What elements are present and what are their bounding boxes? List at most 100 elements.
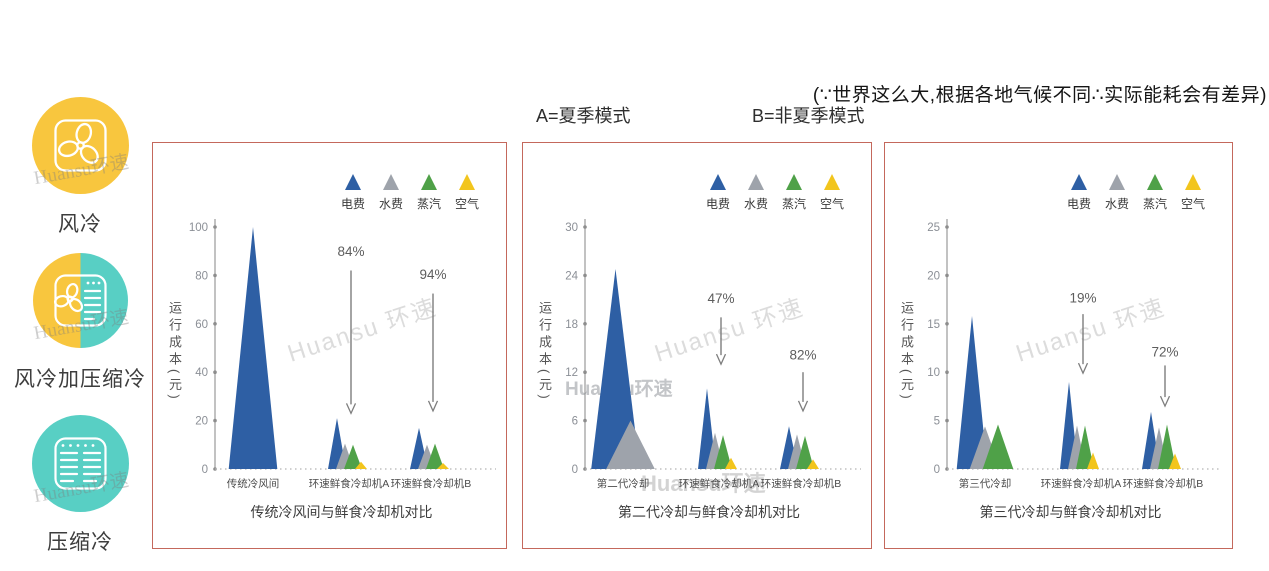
legend-triangle-电费	[1071, 174, 1087, 190]
cost-triangle-空气	[807, 459, 819, 469]
annotation-arrow-head	[345, 403, 357, 415]
y-tick-label: 6	[572, 416, 578, 428]
category-label: 环速鲜食冷却机B	[391, 477, 472, 490]
y-tick-dot	[583, 370, 587, 374]
y-tick-label: 15	[927, 319, 940, 331]
sidebar-label-air-cooling: 风冷	[58, 213, 102, 236]
legend-label: 水费	[744, 197, 768, 211]
percent-label: 94%	[419, 267, 446, 282]
y-tick-label: 12	[565, 367, 578, 379]
y-tick-label: 80	[195, 270, 208, 282]
y-tick-label: 24	[565, 270, 578, 282]
y-axis-title: 运行成本(元)	[167, 301, 182, 403]
cost-triangle-蒸汽	[344, 444, 362, 469]
legend-triangle-空气	[1185, 174, 1201, 190]
y-tick-label: 20	[195, 416, 208, 428]
cost-triangle-蒸汽	[426, 443, 444, 469]
percent-label: 47%	[707, 291, 734, 306]
chart-title: 传统冷风间与鲜食冷却机对比	[251, 504, 433, 520]
cost-triangle-空气	[725, 457, 737, 469]
y-tick-dot	[583, 322, 587, 326]
y-tick-dot	[213, 225, 217, 229]
percent-label: 82%	[789, 347, 816, 362]
cost-triangle-水费	[606, 420, 655, 469]
brand-watermark-diagonal: Huansu 环速	[284, 294, 440, 368]
legend-label: 空气	[820, 196, 844, 211]
mode-label-non-summer: B=非夏季模式	[752, 106, 865, 126]
y-axis-title: 运行成本(元)	[537, 301, 552, 403]
y-tick-label: 100	[189, 222, 208, 234]
y-tick-label: 30	[565, 222, 578, 234]
y-tick-dot	[583, 418, 587, 423]
y-tick-label: 0	[202, 464, 208, 476]
percent-label: 84%	[337, 244, 364, 259]
legend-label: 水费	[1105, 197, 1129, 211]
percent-label: 19%	[1069, 291, 1096, 306]
y-tick-dot	[213, 418, 217, 423]
y-tick-dot	[945, 225, 949, 229]
y-tick-dot	[945, 273, 949, 278]
legend-label: 空气	[1181, 196, 1205, 211]
chart-title: 第二代冷却与鲜食冷却机对比	[618, 504, 800, 520]
y-tick-dot	[583, 225, 587, 229]
category-label: 环速鲜食冷却机A	[679, 477, 760, 490]
y-tick-label: 40	[195, 367, 208, 379]
mode-label-summer: A=夏季模式	[536, 106, 631, 126]
sidebar-label-air-plus-compression: 风冷加压缩冷	[14, 368, 146, 391]
y-tick-label: 0	[934, 464, 940, 476]
legend-label: 电费	[706, 197, 730, 211]
annotation-arrow-head	[1077, 362, 1089, 375]
cost-triangle-空气	[1169, 453, 1181, 469]
y-tick-label: 25	[927, 222, 940, 234]
cost-triangle-电费	[956, 316, 988, 469]
legend-label: 电费	[1067, 197, 1091, 211]
chart-title: 第三代冷却与鲜食冷却机对比	[980, 504, 1162, 520]
category-label: 第二代冷却	[597, 477, 650, 490]
sidebar-item-air-plus-compression: Huansu环速 风冷加压缩冷	[0, 252, 160, 393]
sidebar-item-compression-cooling: Huansu环速 压缩冷	[0, 415, 160, 556]
cost-triangle-电费	[591, 268, 640, 469]
cost-triangle-蒸汽	[796, 435, 814, 469]
y-tick-label: 0	[572, 464, 578, 476]
legend-triangle-水费	[1109, 174, 1125, 190]
fan-icon	[31, 97, 129, 194]
brand-watermark-bold: Huansu环速	[641, 471, 766, 496]
legend-label: 水费	[379, 197, 403, 211]
annotation-arrow-head	[715, 353, 727, 366]
legend-triangle-空气	[459, 174, 475, 190]
legend-label: 蒸汽	[782, 196, 806, 211]
legend-triangle-电费	[710, 174, 726, 190]
y-tick-label: 18	[565, 319, 578, 331]
y-tick-dot	[213, 370, 217, 374]
legend-triangle-蒸汽	[786, 174, 802, 190]
legend-triangle-蒸汽	[1147, 174, 1163, 190]
y-tick-dot	[945, 418, 949, 423]
category-label: 环速鲜食冷却机A	[1041, 477, 1122, 490]
category-label: 传统冷风间	[227, 477, 280, 490]
cost-triangle-蒸汽	[1158, 424, 1176, 469]
percent-label: 72%	[1151, 345, 1178, 360]
annotation-arrow-head	[427, 400, 439, 413]
sidebar-item-air-cooling: Huansu环速 风冷	[0, 97, 160, 238]
climate-note: (∵世界这么大,根据各地气候不同∴实际能耗会有差异)	[812, 85, 1267, 106]
y-tick-dot	[213, 273, 217, 278]
cost-triangle-空气	[355, 461, 367, 469]
category-label: 环速鲜食冷却机A	[309, 477, 390, 490]
y-tick-dot	[213, 322, 217, 326]
compressor-icon	[31, 415, 129, 512]
cost-triangle-空气	[437, 462, 449, 469]
category-label: 环速鲜食冷却机B	[761, 477, 842, 490]
legend-triangle-水费	[748, 174, 764, 190]
legend-label: 电费	[341, 197, 365, 211]
category-label: 第三代冷却	[959, 477, 1012, 490]
fan-compressor-icon	[32, 253, 128, 348]
legend-triangle-电费	[345, 174, 361, 190]
legend-label: 空气	[455, 196, 479, 211]
